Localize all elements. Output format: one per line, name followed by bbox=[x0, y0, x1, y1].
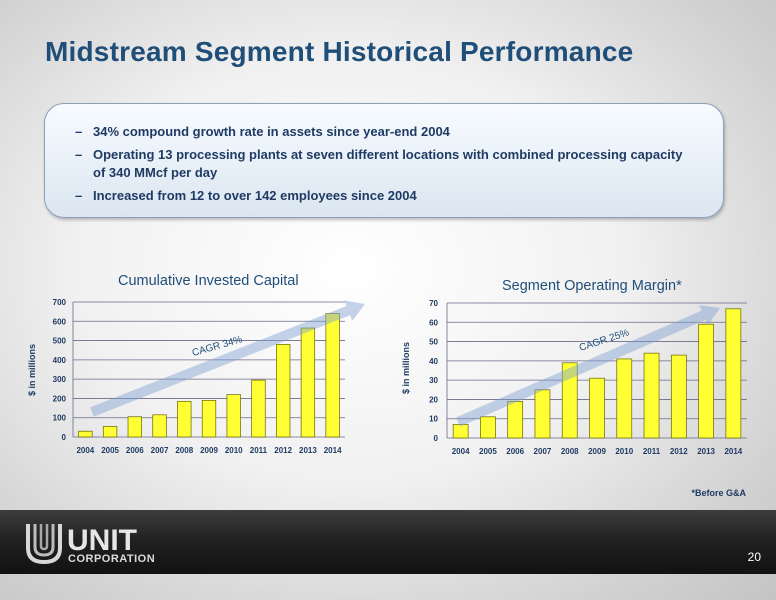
y-tick-label: 700 bbox=[53, 298, 67, 307]
y-tick-label: 20 bbox=[429, 395, 438, 404]
footer-bar: UNIT CORPORATION bbox=[0, 510, 776, 574]
x-tick-label: 2011 bbox=[643, 447, 661, 456]
x-tick-label: 2004 bbox=[76, 446, 94, 455]
y-tick-label: 600 bbox=[53, 317, 67, 326]
x-tick-label: 2009 bbox=[200, 446, 218, 455]
x-tick-label: 2013 bbox=[697, 447, 715, 456]
x-tick-label: 2014 bbox=[324, 446, 342, 455]
bullet-dash: – bbox=[75, 147, 83, 162]
chart-title: Cumulative Invested Capital bbox=[118, 273, 299, 289]
y-tick-label: 500 bbox=[53, 337, 67, 346]
bar bbox=[452, 424, 469, 439]
logo-mark-icon bbox=[26, 524, 62, 565]
x-tick-label: 2010 bbox=[225, 446, 243, 455]
x-tick-label: 2012 bbox=[670, 447, 688, 456]
bullet-text: 34% compound growth rate in assets since… bbox=[93, 124, 450, 139]
bar bbox=[251, 379, 266, 438]
bar bbox=[102, 426, 118, 438]
x-tick-label: 2004 bbox=[452, 447, 470, 456]
x-tick-label: 2007 bbox=[534, 447, 552, 456]
y-tick-label: 0 bbox=[434, 434, 439, 443]
trend-arrow bbox=[456, 305, 720, 427]
y-tick-label: 0 bbox=[62, 433, 67, 442]
x-tick-label: 2011 bbox=[250, 446, 268, 455]
bar bbox=[589, 377, 605, 439]
y-tick-label: 100 bbox=[53, 414, 67, 423]
bar bbox=[276, 344, 291, 438]
bar bbox=[177, 400, 192, 438]
y-tick-label: 70 bbox=[429, 299, 438, 308]
bar bbox=[78, 430, 93, 438]
bar bbox=[725, 308, 742, 439]
y-axis-label: $ in millions bbox=[401, 342, 411, 394]
page-title: Midstream Segment Historical Performance bbox=[45, 36, 634, 67]
x-tick-label: 2008 bbox=[561, 447, 579, 456]
bar bbox=[507, 401, 524, 439]
trend-arrow-shape bbox=[90, 300, 365, 417]
bar bbox=[534, 389, 551, 439]
logo-subname: CORPORATION bbox=[68, 553, 155, 565]
x-tick-label: 2006 bbox=[506, 447, 524, 456]
y-tick-label: 40 bbox=[429, 357, 438, 366]
chart-title: Segment Operating Margin* bbox=[502, 278, 682, 294]
y-tick-label: 60 bbox=[429, 318, 438, 327]
x-tick-label: 2009 bbox=[588, 447, 606, 456]
bar bbox=[325, 313, 340, 438]
y-tick-label: 10 bbox=[429, 415, 438, 424]
bar bbox=[127, 416, 142, 438]
bar bbox=[698, 323, 714, 439]
bar bbox=[201, 400, 217, 438]
company-logo: UNIT CORPORATION bbox=[26, 524, 155, 565]
x-tick-label: 2012 bbox=[274, 446, 292, 455]
x-tick-label: 2013 bbox=[299, 446, 317, 455]
y-axis-label: $ in millions bbox=[27, 344, 37, 396]
footnote: *Before G&A bbox=[691, 488, 746, 498]
bar bbox=[300, 327, 316, 438]
bar bbox=[643, 352, 660, 439]
bar bbox=[670, 354, 687, 439]
trend-arrow-shape bbox=[456, 305, 720, 427]
trend-arrow bbox=[90, 300, 365, 417]
y-tick-label: 30 bbox=[429, 376, 438, 385]
bar bbox=[561, 362, 578, 439]
bar bbox=[480, 416, 496, 439]
y-tick-label: 400 bbox=[53, 356, 67, 365]
bullet-text: Operating 13 processing plants at seven … bbox=[93, 147, 683, 180]
y-tick-label: 200 bbox=[53, 394, 67, 403]
x-tick-label: 2014 bbox=[724, 447, 742, 456]
bullet-text: Increased from 12 to over 142 employees … bbox=[93, 188, 417, 203]
bullet-dash: – bbox=[75, 188, 83, 203]
y-tick-label: 50 bbox=[429, 338, 438, 347]
bar bbox=[226, 394, 241, 438]
logo-wordmark: UNIT bbox=[67, 524, 137, 557]
page-number: 20 bbox=[747, 550, 761, 564]
bullet-dash: – bbox=[75, 124, 83, 139]
x-tick-label: 2005 bbox=[479, 447, 497, 456]
x-tick-label: 2006 bbox=[126, 446, 144, 455]
bar bbox=[616, 358, 633, 439]
x-tick-label: 2005 bbox=[101, 446, 119, 455]
x-tick-label: 2008 bbox=[175, 446, 193, 455]
bar bbox=[152, 414, 167, 438]
x-tick-label: 2010 bbox=[615, 447, 633, 456]
y-tick-label: 300 bbox=[53, 375, 67, 384]
bullet-box: – 34% compound growth rate in assets sin… bbox=[44, 103, 724, 218]
x-tick-label: 2007 bbox=[151, 446, 169, 455]
